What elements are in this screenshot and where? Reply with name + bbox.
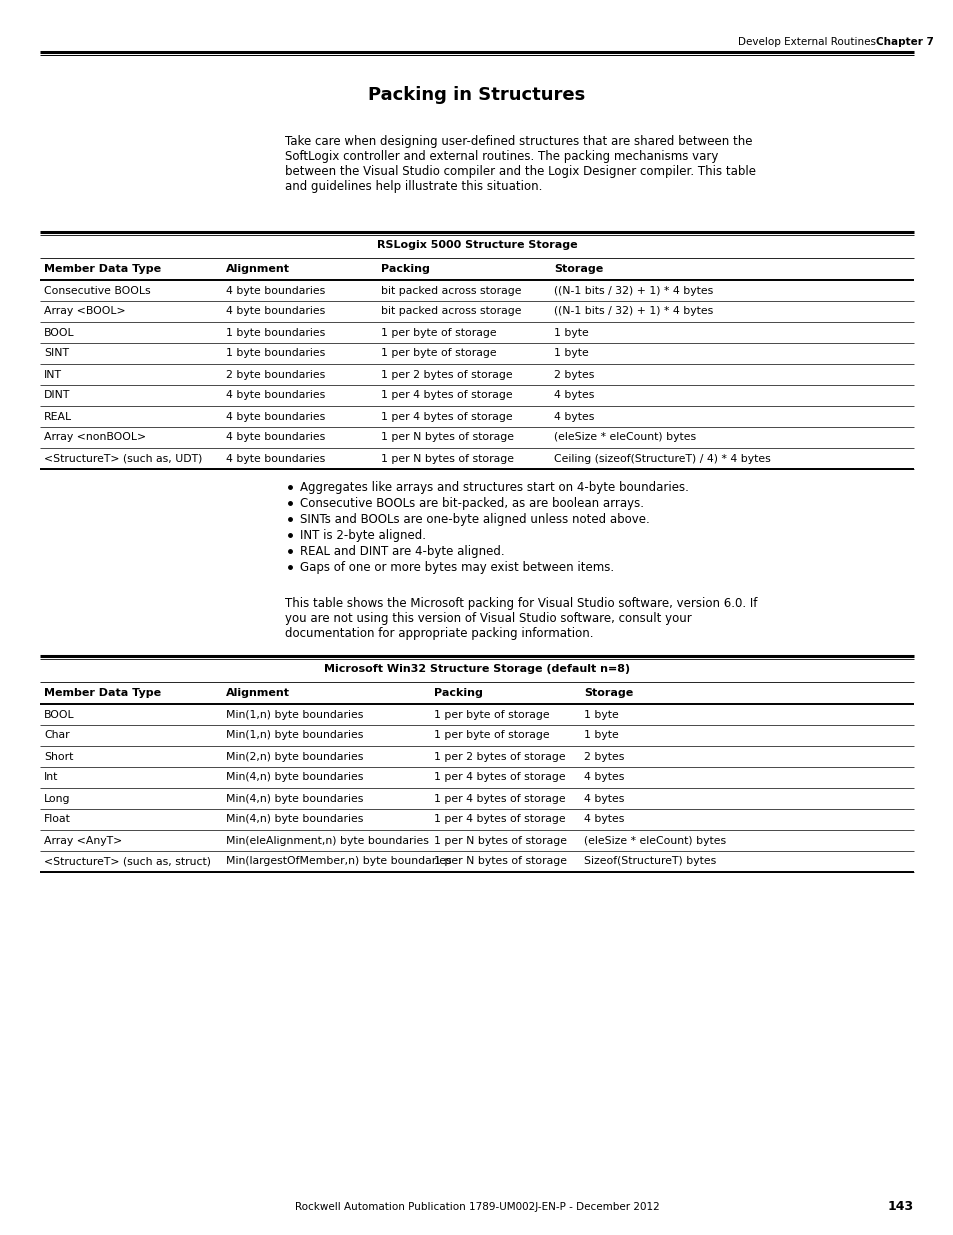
Text: REAL and DINT are 4-byte aligned.: REAL and DINT are 4-byte aligned.: [299, 545, 504, 557]
Text: 1 per byte of storage: 1 per byte of storage: [434, 730, 549, 741]
Text: 1 per 4 bytes of storage: 1 per 4 bytes of storage: [380, 411, 512, 421]
Text: 1 per 4 bytes of storage: 1 per 4 bytes of storage: [434, 773, 565, 783]
Text: 4 byte boundaries: 4 byte boundaries: [226, 285, 325, 295]
Text: 1 byte: 1 byte: [554, 348, 588, 358]
Text: 1 per byte of storage: 1 per byte of storage: [380, 327, 497, 337]
Text: Ceiling (sizeof(StructureT) / 4) * 4 bytes: Ceiling (sizeof(StructureT) / 4) * 4 byt…: [554, 453, 770, 463]
Text: 2 bytes: 2 bytes: [583, 752, 623, 762]
Text: Aggregates like arrays and structures start on 4-byte boundaries.: Aggregates like arrays and structures st…: [299, 480, 688, 494]
Text: Min(1,n) byte boundaries: Min(1,n) byte boundaries: [226, 709, 363, 720]
Text: Storage: Storage: [583, 688, 633, 698]
Text: ((N-1 bits / 32) + 1) * 4 bytes: ((N-1 bits / 32) + 1) * 4 bytes: [554, 285, 713, 295]
Text: Alignment: Alignment: [226, 264, 290, 274]
Text: 1 per 2 bytes of storage: 1 per 2 bytes of storage: [434, 752, 565, 762]
Text: 1 per byte of storage: 1 per byte of storage: [434, 709, 549, 720]
Text: 1 per N bytes of storage: 1 per N bytes of storage: [380, 432, 514, 442]
Text: 2 byte boundaries: 2 byte boundaries: [226, 369, 325, 379]
Text: Packing: Packing: [380, 264, 430, 274]
Text: Member Data Type: Member Data Type: [44, 264, 161, 274]
Text: 1 byte: 1 byte: [554, 327, 588, 337]
Text: Sizeof(StructureT) bytes: Sizeof(StructureT) bytes: [583, 857, 716, 867]
Text: 1 byte boundaries: 1 byte boundaries: [226, 348, 325, 358]
Text: documentation for appropriate packing information.: documentation for appropriate packing in…: [285, 627, 593, 640]
Text: Min(4,n) byte boundaries: Min(4,n) byte boundaries: [226, 773, 363, 783]
Text: BOOL: BOOL: [44, 327, 74, 337]
Text: bit packed across storage: bit packed across storage: [380, 306, 521, 316]
Text: Chapter 7: Chapter 7: [875, 37, 933, 47]
Text: Char: Char: [44, 730, 70, 741]
Text: 4 byte boundaries: 4 byte boundaries: [226, 306, 325, 316]
Text: Array <AnyT>: Array <AnyT>: [44, 836, 122, 846]
Text: (eleSize * eleCount) bytes: (eleSize * eleCount) bytes: [583, 836, 725, 846]
Text: 1 byte boundaries: 1 byte boundaries: [226, 327, 325, 337]
Text: 4 bytes: 4 bytes: [583, 794, 623, 804]
Text: 2 bytes: 2 bytes: [554, 369, 594, 379]
Text: Min(1,n) byte boundaries: Min(1,n) byte boundaries: [226, 730, 363, 741]
Text: SINT: SINT: [44, 348, 69, 358]
Text: <StructureT> (such as, struct): <StructureT> (such as, struct): [44, 857, 211, 867]
Text: 4 byte boundaries: 4 byte boundaries: [226, 432, 325, 442]
Text: 143: 143: [887, 1200, 913, 1214]
Text: 4 byte boundaries: 4 byte boundaries: [226, 411, 325, 421]
Text: Consecutive BOOLs: Consecutive BOOLs: [44, 285, 151, 295]
Text: Float: Float: [44, 815, 71, 825]
Text: Alignment: Alignment: [226, 688, 290, 698]
Text: Member Data Type: Member Data Type: [44, 688, 161, 698]
Text: <StructureT> (such as, UDT): <StructureT> (such as, UDT): [44, 453, 202, 463]
Text: 1 per 4 bytes of storage: 1 per 4 bytes of storage: [380, 390, 512, 400]
Text: 1 per 2 bytes of storage: 1 per 2 bytes of storage: [380, 369, 512, 379]
Text: Min(largestOfMember,n) byte boundaries: Min(largestOfMember,n) byte boundaries: [226, 857, 451, 867]
Text: SINTs and BOOLs are one-byte aligned unless noted above.: SINTs and BOOLs are one-byte aligned unl…: [299, 513, 649, 526]
Text: Rockwell Automation Publication 1789-UM002J-EN-P - December 2012: Rockwell Automation Publication 1789-UM0…: [294, 1202, 659, 1212]
Text: BOOL: BOOL: [44, 709, 74, 720]
Text: Gaps of one or more bytes may exist between items.: Gaps of one or more bytes may exist betw…: [299, 561, 614, 573]
Text: Packing in Structures: Packing in Structures: [368, 86, 585, 104]
Text: Consecutive BOOLs are bit-packed, as are boolean arrays.: Consecutive BOOLs are bit-packed, as are…: [299, 496, 643, 510]
Text: Long: Long: [44, 794, 71, 804]
Text: SoftLogix controller and external routines. The packing mechanisms vary: SoftLogix controller and external routin…: [285, 149, 718, 163]
Text: Min(4,n) byte boundaries: Min(4,n) byte boundaries: [226, 794, 363, 804]
Text: 4 bytes: 4 bytes: [554, 411, 594, 421]
Text: This table shows the Microsoft packing for Visual Studio software, version 6.0. : This table shows the Microsoft packing f…: [285, 597, 757, 610]
Text: REAL: REAL: [44, 411, 72, 421]
Text: bit packed across storage: bit packed across storage: [380, 285, 521, 295]
Text: Short: Short: [44, 752, 73, 762]
Text: Min(eleAlignment,n) byte boundaries: Min(eleAlignment,n) byte boundaries: [226, 836, 429, 846]
Text: 1 per N bytes of storage: 1 per N bytes of storage: [434, 836, 566, 846]
Text: 1 per N bytes of storage: 1 per N bytes of storage: [434, 857, 566, 867]
Text: between the Visual Studio compiler and the Logix Designer compiler. This table: between the Visual Studio compiler and t…: [285, 165, 755, 178]
Text: you are not using this version of Visual Studio software, consult your: you are not using this version of Visual…: [285, 613, 691, 625]
Text: Min(2,n) byte boundaries: Min(2,n) byte boundaries: [226, 752, 363, 762]
Text: RSLogix 5000 Structure Storage: RSLogix 5000 Structure Storage: [376, 240, 577, 249]
Text: 1 byte: 1 byte: [583, 709, 618, 720]
Text: 4 byte boundaries: 4 byte boundaries: [226, 390, 325, 400]
Text: (eleSize * eleCount) bytes: (eleSize * eleCount) bytes: [554, 432, 696, 442]
Text: Array <nonBOOL>: Array <nonBOOL>: [44, 432, 146, 442]
Text: 4 bytes: 4 bytes: [583, 773, 623, 783]
Text: 1 per byte of storage: 1 per byte of storage: [380, 348, 497, 358]
Text: Storage: Storage: [554, 264, 602, 274]
Text: Packing: Packing: [434, 688, 482, 698]
Text: Min(4,n) byte boundaries: Min(4,n) byte boundaries: [226, 815, 363, 825]
Text: Microsoft Win32 Structure Storage (default n=8): Microsoft Win32 Structure Storage (defau…: [324, 664, 629, 674]
Text: DINT: DINT: [44, 390, 71, 400]
Text: 4 bytes: 4 bytes: [583, 815, 623, 825]
Text: 4 byte boundaries: 4 byte boundaries: [226, 453, 325, 463]
Text: INT is 2-byte aligned.: INT is 2-byte aligned.: [299, 529, 426, 541]
Text: Int: Int: [44, 773, 58, 783]
Text: Array <BOOL>: Array <BOOL>: [44, 306, 126, 316]
Text: 4 bytes: 4 bytes: [554, 390, 594, 400]
Text: Take care when designing user-defined structures that are shared between the: Take care when designing user-defined st…: [285, 135, 752, 148]
Text: and guidelines help illustrate this situation.: and guidelines help illustrate this situ…: [285, 180, 542, 193]
Text: INT: INT: [44, 369, 62, 379]
Text: 1 per 4 bytes of storage: 1 per 4 bytes of storage: [434, 815, 565, 825]
Text: 1 byte: 1 byte: [583, 730, 618, 741]
Text: 1 per 4 bytes of storage: 1 per 4 bytes of storage: [434, 794, 565, 804]
Text: ((N-1 bits / 32) + 1) * 4 bytes: ((N-1 bits / 32) + 1) * 4 bytes: [554, 306, 713, 316]
Text: Develop External Routines: Develop External Routines: [738, 37, 875, 47]
Text: 1 per N bytes of storage: 1 per N bytes of storage: [380, 453, 514, 463]
